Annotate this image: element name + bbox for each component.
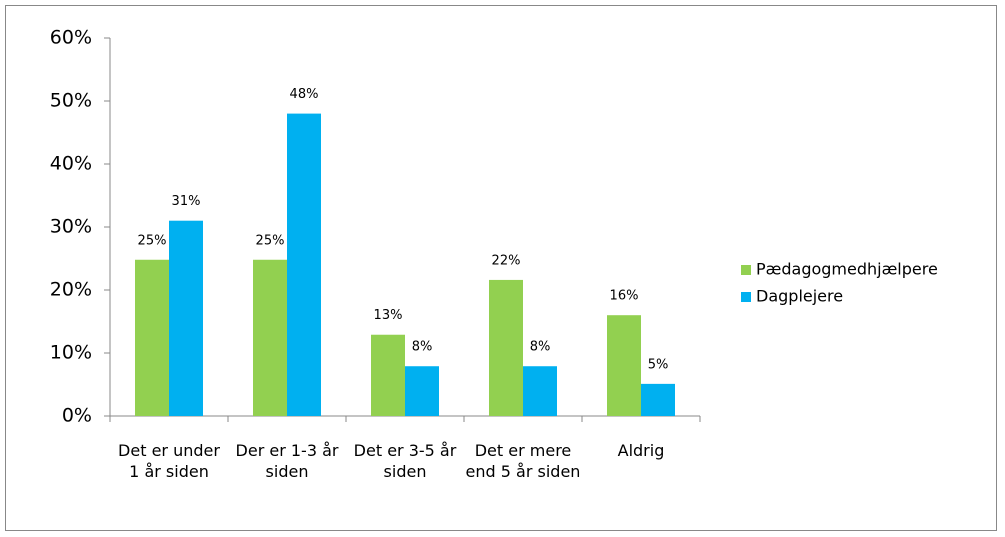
data-label: 25% [138,233,167,248]
data-label: 13% [374,308,403,323]
legend-label: Pædagogmedhjælpere [756,260,938,279]
bar [607,315,641,416]
data-label: 25% [256,233,285,248]
y-tick-label: 10% [50,342,92,364]
bar [371,334,405,416]
bar [253,259,287,416]
x-tick-label: Det er under 1 år siden [118,441,220,481]
chart-border [5,5,997,531]
data-label: 48% [290,87,319,102]
legend-swatch [741,265,751,275]
x-tick-label: Der er 1-3 år siden [235,441,339,481]
y-tick-label: 40% [50,153,92,175]
bar [523,366,557,416]
y-tick-label: 0% [62,405,92,427]
y-tick-label: 60% [50,27,92,49]
data-label: 8% [412,340,433,355]
bar [489,279,523,416]
data-label: 5% [648,357,669,372]
data-label: 22% [492,253,521,268]
x-tick-label: Det er 3-5 år siden [353,441,457,481]
legend-swatch [741,292,751,302]
data-label: 31% [172,194,201,209]
x-tick-label: Det er mere end 5 år siden [465,441,581,481]
legend-label: Dagplejere [756,287,843,306]
bar [169,220,203,416]
bar [287,113,321,416]
y-tick-label: 50% [50,90,92,112]
bar [641,383,675,416]
bar [405,366,439,416]
y-tick-label: 30% [50,216,92,238]
y-tick-label: 20% [50,279,92,301]
x-tick-label: Aldrig [617,441,665,460]
bar [135,259,169,416]
data-label: 8% [530,340,551,355]
data-label: 16% [610,289,639,304]
